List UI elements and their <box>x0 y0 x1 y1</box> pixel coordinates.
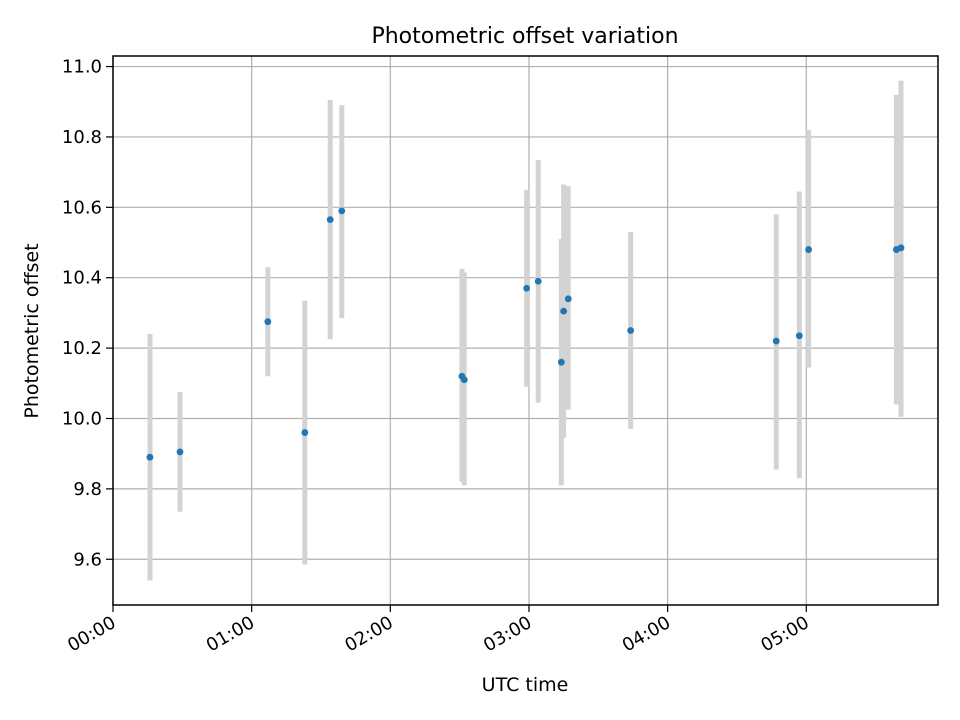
y-tick-label: 10.6 <box>62 197 102 218</box>
data-point <box>301 429 309 436</box>
y-tick-label: 10.4 <box>62 268 102 289</box>
plot-frame <box>112 55 939 606</box>
data-point <box>560 307 568 315</box>
y-axis: 9.6 9.8 10.0 10.2 10.4 10.6 10.8 11.0 <box>62 57 113 570</box>
x-axis-label: UTC time <box>482 674 569 696</box>
data-point <box>176 448 184 456</box>
y-axis-label: Photometric offset <box>21 243 43 418</box>
y-tick-label: 9.8 <box>73 479 102 500</box>
data-point <box>338 207 346 215</box>
data-point <box>460 376 468 384</box>
data-point <box>805 246 812 253</box>
data-point <box>326 216 334 224</box>
y-tick-label: 10.8 <box>62 127 102 148</box>
y-tick-label: 10.2 <box>62 338 102 359</box>
data-point <box>564 295 572 303</box>
data-point <box>897 244 905 252</box>
y-tick-label: 11.0 <box>62 57 102 78</box>
chart-title: Photometric offset variation <box>371 24 678 49</box>
data-point <box>795 332 803 340</box>
data-point <box>264 318 272 326</box>
data-point <box>146 453 154 461</box>
data-point <box>534 277 542 285</box>
y-tick-label: 9.6 <box>73 549 102 570</box>
data-point <box>523 284 531 292</box>
data-points <box>146 207 905 461</box>
data-point <box>557 358 565 366</box>
y-tick-label: 10.0 <box>62 408 102 429</box>
data-point <box>627 327 635 334</box>
data-point <box>772 337 780 345</box>
